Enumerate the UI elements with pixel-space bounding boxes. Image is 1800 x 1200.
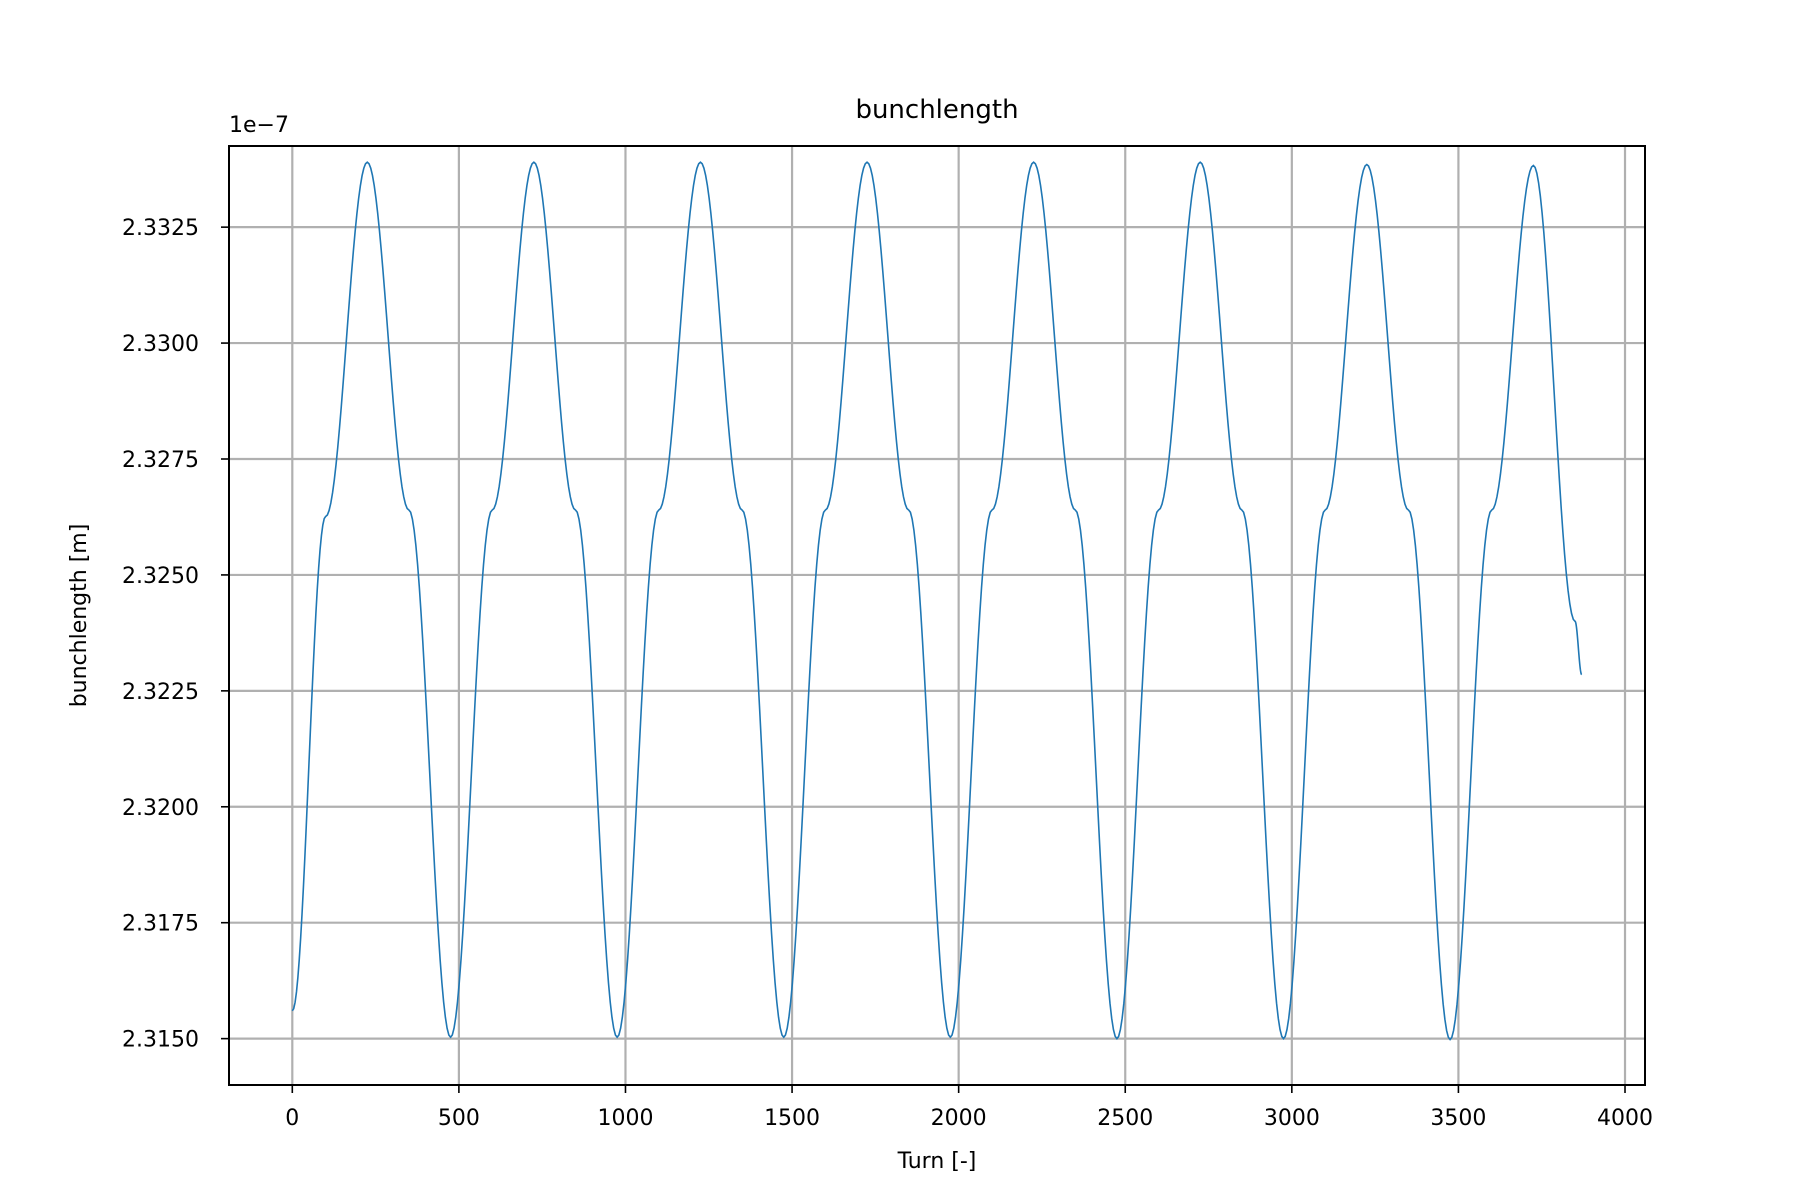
y-offset-text: 1e−7 (229, 113, 289, 138)
x-tick-label: 4000 (1597, 1106, 1653, 1131)
y-tick-label: 2.3150 (122, 1028, 199, 1053)
x-tick-label: 2000 (931, 1106, 987, 1131)
series-layer (291, 161, 1583, 1041)
x-tick-label: 3000 (1264, 1106, 1320, 1131)
y-tick-label: 2.3175 (122, 912, 199, 937)
x-axis-label: Turn [-] (897, 1149, 977, 1174)
y-axis-label: bunchlength [m] (67, 524, 92, 708)
y-tick-label: 2.3250 (122, 564, 199, 589)
plot-frame (228, 145, 1646, 1086)
y-tick-label: 2.3300 (122, 332, 199, 357)
x-tick-label: 3500 (1430, 1106, 1486, 1131)
grid (229, 146, 1645, 1085)
y-tick-label: 2.3325 (122, 216, 199, 241)
y-tick-label: 2.3275 (122, 448, 199, 473)
series-line (291, 161, 1583, 1041)
y-tick-label: 2.3225 (122, 680, 199, 705)
x-tick-label: 2500 (1097, 1106, 1153, 1131)
y-axis: 2.3150 2.3175 2.3200 2.3225 2.3250 2.3275 2.33… (122, 216, 229, 1053)
y-tick-label: 2.3200 (122, 796, 199, 821)
x-tick-label: 0 (285, 1106, 299, 1131)
x-tick-label: 1500 (764, 1106, 820, 1131)
chart-title: bunchlength (855, 95, 1018, 125)
x-tick-label: 500 (438, 1106, 480, 1131)
x-tick-label: 1000 (597, 1106, 653, 1131)
x-axis: 0 500 1000 1500 2000 2500 3000 3500 4000 (285, 1085, 1653, 1131)
